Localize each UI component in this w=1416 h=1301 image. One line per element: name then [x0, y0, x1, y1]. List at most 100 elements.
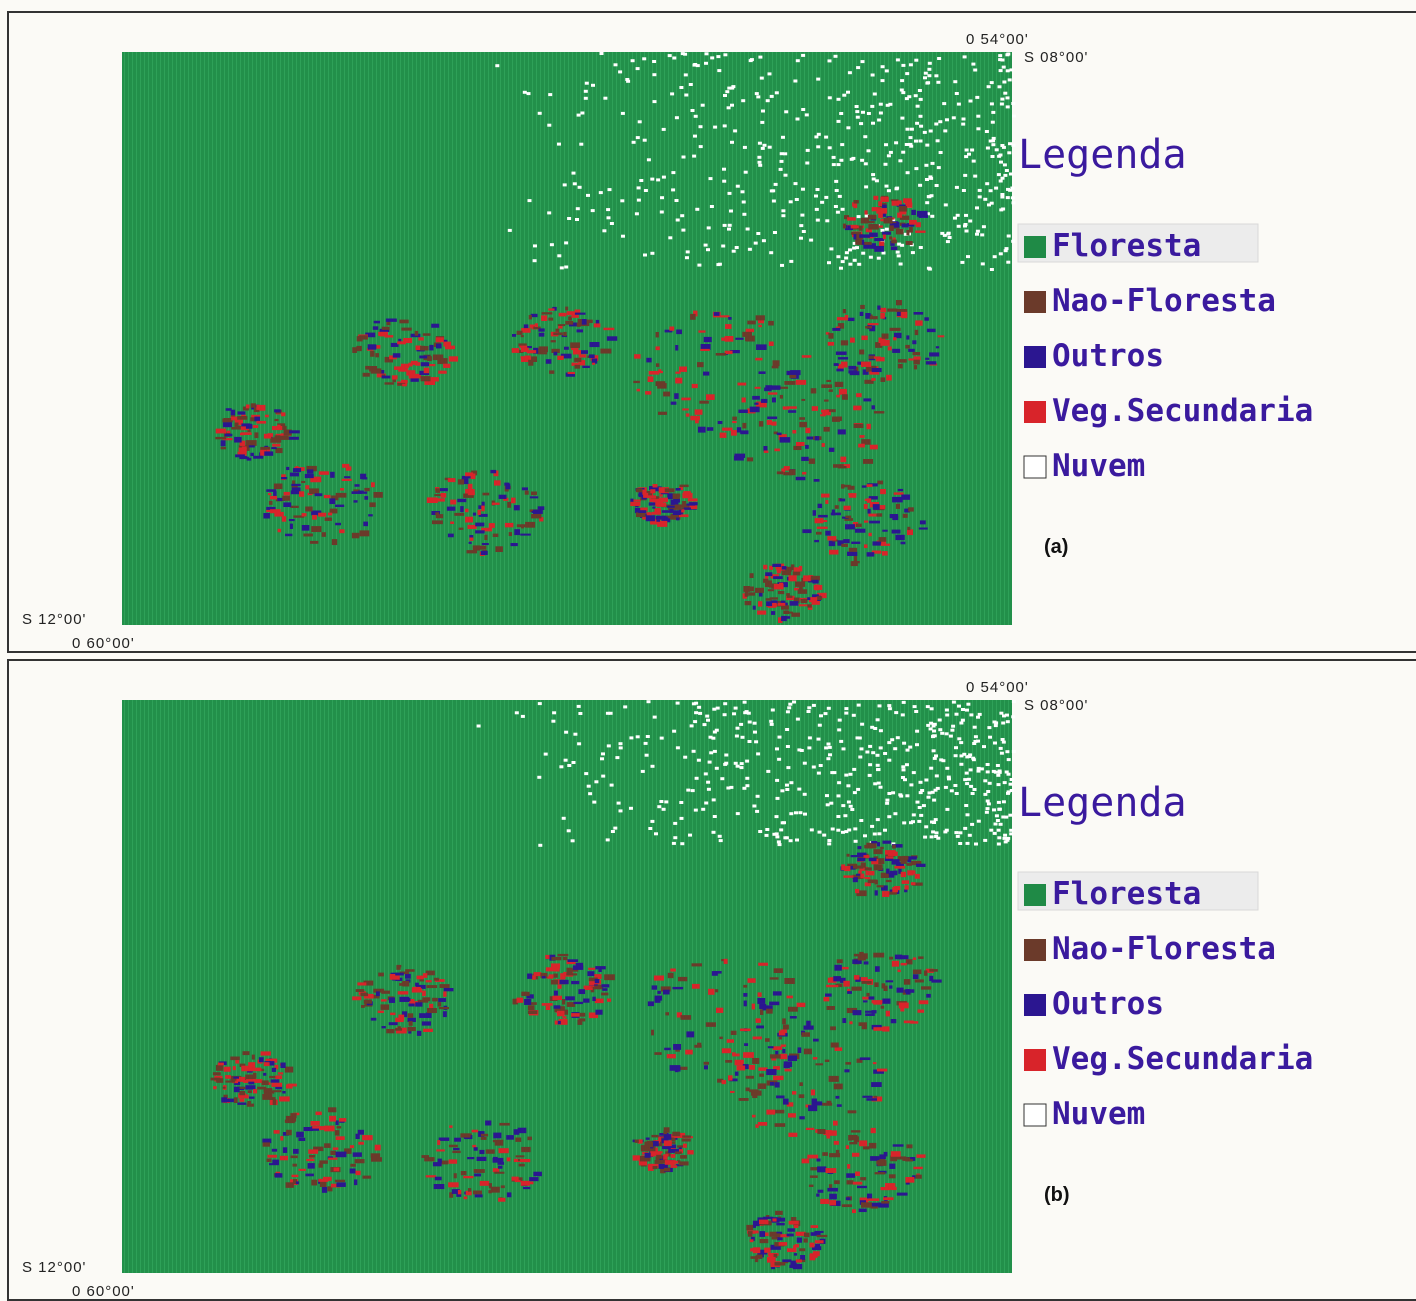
- land-cover-patch: [426, 985, 437, 988]
- land-cover-patch: [435, 488, 440, 493]
- cloud-patch: [691, 789, 695, 792]
- land-cover-patch: [354, 1179, 357, 1185]
- land-cover-patch: [776, 1096, 784, 1099]
- land-cover-patch: [898, 489, 903, 491]
- cloud-patch: [668, 236, 672, 239]
- cloud-patch: [650, 820, 654, 823]
- land-cover-patch: [881, 1006, 885, 1009]
- land-cover-patch: [862, 981, 872, 984]
- cloud-patch: [756, 232, 760, 235]
- cloud-patch: [792, 701, 796, 704]
- land-cover-patch: [634, 354, 640, 358]
- cloud-patch: [779, 828, 783, 831]
- cloud-patch: [980, 233, 984, 236]
- land-cover-patch: [766, 1009, 773, 1014]
- land-cover-patch: [821, 384, 832, 388]
- land-cover-patch: [521, 328, 530, 333]
- cloud-patch: [1009, 173, 1013, 176]
- land-cover-patch: [223, 422, 232, 427]
- land-cover-patch: [846, 1173, 855, 1178]
- land-cover-patch: [890, 514, 898, 518]
- land-cover-patch: [799, 604, 808, 606]
- land-cover-patch: [789, 1265, 794, 1268]
- land-cover-patch: [581, 350, 589, 354]
- land-cover-patch: [877, 842, 880, 846]
- cloud-patch: [717, 69, 721, 72]
- cloud-patch: [784, 174, 788, 177]
- cloud-patch: [617, 802, 621, 805]
- cloud-patch: [956, 835, 960, 838]
- cloud-patch: [910, 128, 914, 131]
- land-cover-patch: [869, 996, 875, 999]
- land-cover-patch: [645, 391, 651, 395]
- cloud-patch: [905, 794, 909, 797]
- cloud-patch: [829, 802, 833, 805]
- cloud-patch: [699, 145, 703, 148]
- land-cover-patch: [515, 1180, 521, 1182]
- land-cover-patch: [771, 611, 775, 615]
- land-cover-patch: [281, 1063, 286, 1068]
- land-cover-patch: [585, 987, 593, 990]
- land-cover-patch: [787, 406, 796, 409]
- land-cover-patch: [665, 1012, 669, 1015]
- cloud-patch: [932, 725, 936, 728]
- land-cover-patch: [376, 991, 380, 996]
- cloud-patch: [905, 72, 909, 75]
- cloud-patch: [864, 162, 868, 165]
- land-cover-patch: [686, 1031, 694, 1037]
- cloud-patch: [924, 825, 928, 828]
- cloud-patch: [742, 201, 746, 204]
- land-cover-patch: [427, 1008, 437, 1013]
- cloud-patch: [825, 219, 829, 222]
- land-cover-patch: [720, 433, 727, 438]
- cloud-patch: [852, 714, 856, 717]
- land-cover-patch: [913, 352, 921, 355]
- land-cover-patch: [234, 437, 242, 443]
- land-cover-patch: [264, 1062, 270, 1066]
- land-cover-patch: [364, 488, 369, 491]
- land-cover-patch: [429, 364, 436, 366]
- land-cover-patch: [339, 1118, 346, 1122]
- land-cover-patch: [607, 999, 611, 1002]
- land-cover-patch: [863, 1000, 867, 1002]
- land-cover-patch: [450, 522, 454, 524]
- cloud-patch: [789, 781, 793, 784]
- cloud-patch: [781, 209, 785, 212]
- land-cover-patch: [874, 246, 884, 252]
- legend-swatch: [1024, 291, 1046, 313]
- cloud-patch: [637, 199, 641, 202]
- cloud-patch: [856, 788, 860, 791]
- land-cover-patch: [861, 1202, 872, 1207]
- land-cover-patch: [742, 332, 752, 337]
- land-cover-patch: [224, 418, 232, 422]
- land-cover-patch: [863, 953, 868, 959]
- cloud-patch: [607, 216, 611, 219]
- cloud-patch: [650, 178, 654, 181]
- land-cover-patch: [473, 513, 476, 516]
- land-cover-patch: [783, 1099, 789, 1105]
- land-cover-patch: [270, 1091, 275, 1094]
- land-cover-patch: [822, 443, 825, 447]
- cloud-patch: [933, 757, 937, 760]
- cloud-patch: [758, 142, 762, 145]
- land-cover-patch: [646, 515, 655, 521]
- land-cover-patch: [656, 332, 659, 337]
- land-cover-patch: [291, 484, 300, 486]
- land-cover-patch: [675, 505, 682, 510]
- land-cover-patch: [704, 1065, 708, 1069]
- land-cover-patch: [892, 349, 900, 353]
- land-cover-patch: [836, 352, 847, 355]
- cloud-patch: [736, 765, 740, 768]
- land-cover-patch: [663, 392, 670, 397]
- cloud-patch: [1006, 196, 1010, 199]
- land-cover-patch: [843, 875, 853, 877]
- land-cover-patch: [448, 478, 456, 482]
- cloud-patch: [619, 809, 623, 812]
- land-cover-patch: [474, 1174, 481, 1177]
- cloud-patch: [957, 225, 961, 228]
- cloud-patch: [1002, 741, 1006, 744]
- land-cover-patch: [756, 344, 767, 350]
- land-cover-patch: [926, 994, 931, 998]
- land-cover-patch: [799, 422, 807, 427]
- land-cover-patch: [844, 506, 851, 510]
